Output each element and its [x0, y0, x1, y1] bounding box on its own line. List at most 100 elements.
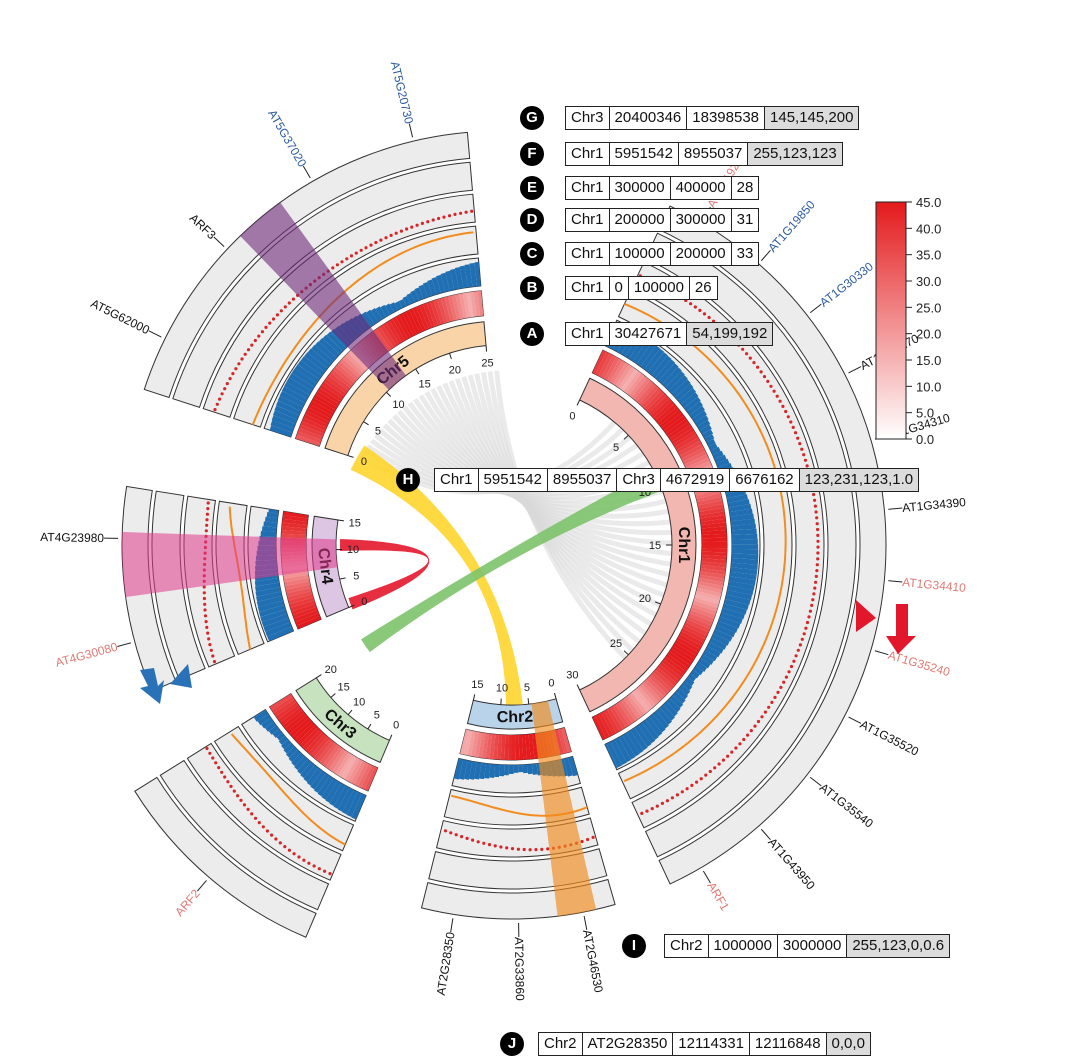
table-cell: Chr2	[665, 935, 709, 957]
scatter-point	[379, 239, 382, 242]
scatter-point	[205, 524, 208, 527]
gene-tick	[888, 508, 902, 509]
legend-tick-label: 5.0	[916, 406, 934, 421]
scatter-point	[801, 638, 804, 641]
gene-label: ARF2	[172, 886, 203, 919]
table-marker-g: G	[520, 106, 544, 130]
scatter-point	[236, 794, 239, 797]
legend-tick-label: 25.0	[916, 300, 941, 315]
scatter-point	[223, 775, 226, 778]
scatter-point	[814, 581, 817, 584]
scatter-point	[410, 226, 413, 229]
scatter-point	[790, 665, 793, 668]
scatter-point	[444, 829, 447, 832]
scatter-point	[812, 493, 815, 496]
table-marker-f: F	[520, 142, 544, 166]
scatter-point	[814, 505, 817, 508]
legend-tick-label: 40.0	[916, 221, 941, 236]
scatter-point	[698, 309, 701, 312]
tick-label: 15	[338, 681, 350, 693]
table-cell: 200000	[610, 209, 671, 231]
scatter-point	[297, 855, 300, 858]
tick-label: 15	[471, 679, 483, 691]
scatter-point	[350, 254, 353, 257]
scatter-point	[390, 234, 393, 237]
table-cell: 6676162	[730, 469, 799, 491]
table-cell: Chr1	[566, 323, 610, 345]
scatter-point	[213, 660, 216, 663]
gene-label: ARF1	[704, 880, 732, 914]
scatter-point	[345, 257, 348, 260]
arrow-down-red	[886, 604, 916, 654]
tick-label: 5	[375, 425, 381, 437]
scatter-point	[529, 848, 532, 851]
scatter-point	[437, 217, 440, 220]
segment-chr4: 051015Chr4AT4G30080AT4G23980	[40, 486, 367, 691]
gene-label: AT2G28350	[434, 931, 458, 997]
scatter-point	[750, 729, 753, 732]
scatter-point	[288, 849, 291, 852]
scatter-point	[812, 592, 815, 595]
scatter-point	[229, 377, 232, 380]
tick-label: 25	[481, 358, 493, 370]
tick-mark	[389, 735, 391, 741]
gene-label: AT1G43950	[765, 835, 818, 892]
scatter-point	[769, 385, 772, 388]
scatter-point	[806, 621, 809, 624]
table-marker-h: H	[396, 468, 420, 492]
table-cell: Chr2	[539, 1033, 583, 1055]
tick-mark	[338, 520, 344, 521]
scatter-point	[760, 370, 763, 373]
tick-label: 10	[353, 697, 365, 709]
scatter-point	[250, 344, 253, 347]
scatter-point	[704, 774, 707, 777]
scatter-point	[203, 597, 206, 600]
table-cell: 145,145,200	[765, 107, 858, 129]
scatter-point	[442, 216, 445, 219]
hist-bar	[494, 764, 500, 777]
scatter-point	[258, 821, 261, 824]
table-cell: 26	[690, 277, 717, 299]
scatter-point	[666, 799, 669, 802]
scatter-point	[266, 829, 269, 832]
scatter-point	[205, 747, 208, 750]
scatter-point	[746, 734, 749, 737]
gene-tick	[703, 871, 710, 883]
tick-label: 5	[613, 442, 619, 454]
gene-tick	[849, 367, 861, 373]
scatter-point	[336, 263, 339, 266]
hist-bar	[732, 544, 758, 549]
scatter-point	[760, 715, 763, 718]
scatter-point	[815, 510, 818, 513]
chromosome-label: Chr1	[675, 527, 692, 564]
scatter-point	[239, 799, 242, 802]
scatter-point	[809, 610, 812, 613]
scatter-point	[779, 686, 782, 689]
scatter-point	[713, 766, 716, 769]
scatter-point	[690, 784, 693, 787]
scatter-point	[331, 266, 334, 269]
table-cell: 123,231,123,1.0	[800, 469, 918, 491]
gene-label: AT1G34390	[902, 495, 967, 515]
scatter-point	[247, 808, 250, 811]
scatter-point	[374, 241, 377, 244]
tick-label: 5	[524, 682, 530, 694]
scatter-point	[217, 766, 220, 769]
scatter-point	[816, 546, 819, 549]
scatter-point	[592, 836, 595, 839]
gene-label: AT1G34410	[902, 575, 967, 595]
scatter-point	[244, 353, 247, 356]
tick-mark	[416, 369, 419, 374]
tick-mark	[348, 456, 354, 458]
scatter-point	[254, 817, 257, 820]
scatter-point	[741, 348, 744, 351]
scatter-point	[773, 390, 776, 393]
table-cell: 0	[610, 277, 629, 299]
scatter-point	[323, 870, 326, 873]
scatter-point	[752, 361, 755, 364]
scatter-point	[207, 501, 210, 504]
